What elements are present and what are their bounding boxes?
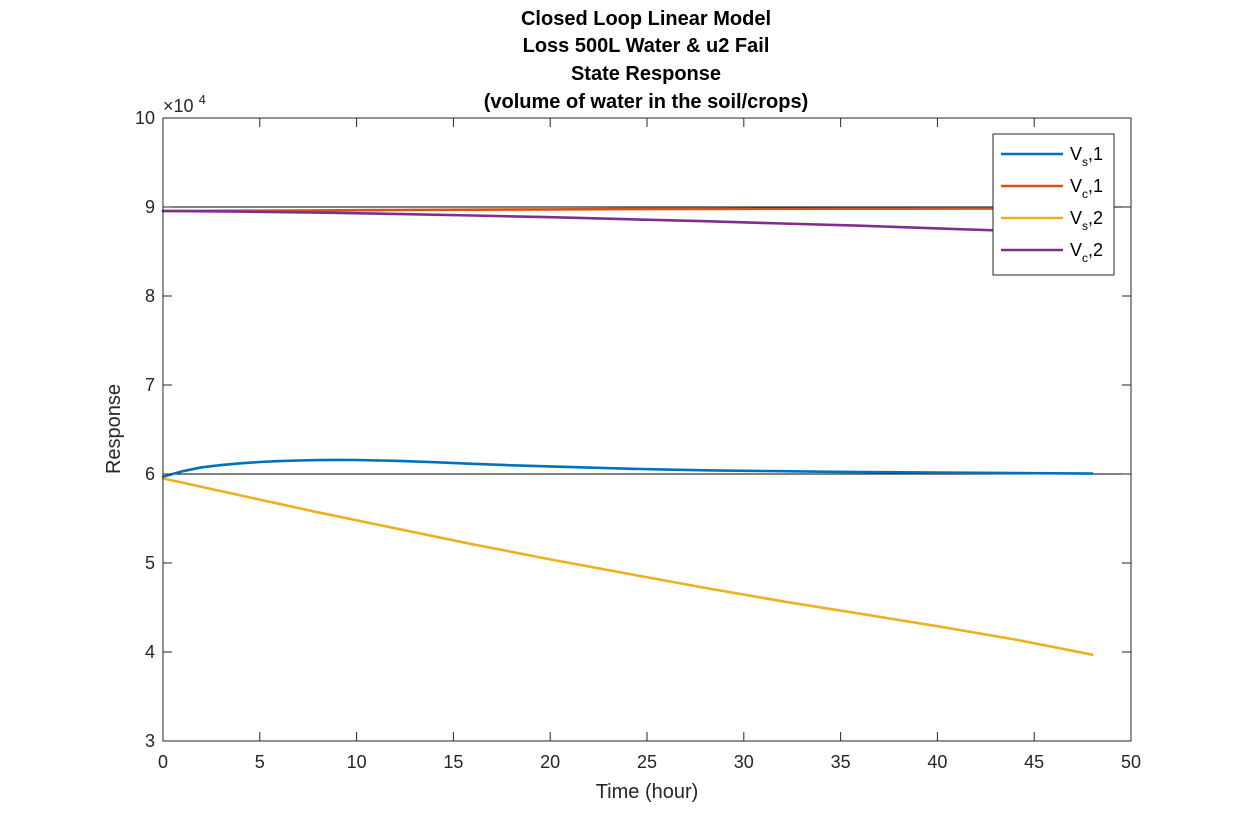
legend-label: Vs,2 xyxy=(1070,208,1103,233)
y-tick-label: 9 xyxy=(145,197,155,217)
x-tick-labels: 0 5 10 15 20 25 30 35 40 45 50 xyxy=(158,752,1141,772)
x-tick-label: 50 xyxy=(1121,752,1141,772)
x-tick-label: 20 xyxy=(540,752,560,772)
legend-label: Vc,2 xyxy=(1070,240,1103,265)
y-tick-label: 4 xyxy=(145,642,155,662)
x-tick-label: 0 xyxy=(158,752,168,772)
x-tick-label: 35 xyxy=(831,752,851,772)
y-axis-label: Response xyxy=(103,384,125,474)
x-tick-label: 10 xyxy=(347,752,367,772)
legend-label: Vc,1 xyxy=(1070,176,1103,201)
series-line-c-1 xyxy=(161,207,1094,213)
y-tick-label: 8 xyxy=(145,286,155,306)
y-tick-label: 3 xyxy=(145,731,155,751)
plot-area xyxy=(163,118,1131,741)
y-tick-label: 7 xyxy=(145,375,155,395)
y-tick-labels: 3 4 5 6 7 8 9 10 xyxy=(135,108,155,751)
title-line-4: (volume of water in the soil/crops) xyxy=(484,91,809,113)
legend-item: Vs,2 xyxy=(1001,208,1103,233)
title-line-2: Loss 500L Water & u2 Fail xyxy=(523,35,770,57)
x-tick-label: 30 xyxy=(734,752,754,772)
y-tick-label: 5 xyxy=(145,553,155,573)
legend-item: Vs,1 xyxy=(1001,144,1103,169)
x-tick-label: 40 xyxy=(927,752,947,772)
legend-label: Vs,1 xyxy=(1070,144,1103,169)
axis-ticks xyxy=(162,117,1132,742)
x-tick-label: 25 xyxy=(637,752,657,772)
y-exponent-multiplier: ×10 4 xyxy=(163,92,206,116)
y-exponent-base: ×10 xyxy=(163,96,194,116)
series-lines xyxy=(161,207,1094,657)
series-line-c-2 xyxy=(161,209,1094,235)
legend-item: Vc,1 xyxy=(1001,176,1103,201)
title-line-3: State Response xyxy=(571,63,721,85)
legend-items: Vs,1 Vc,1 Vs,2 Vc,2 xyxy=(1001,144,1103,265)
x-axis-label: Time (hour) xyxy=(596,781,699,803)
y-tick-label: 10 xyxy=(135,108,155,128)
y-tick-label: 6 xyxy=(145,464,155,484)
x-tick-label: 15 xyxy=(443,752,463,772)
title-line-1: Closed Loop Linear Model xyxy=(521,8,771,30)
chart-title: Closed Loop Linear Model Loss 500L Water… xyxy=(484,8,809,113)
legend-box xyxy=(992,133,1115,276)
x-tick-label: 45 xyxy=(1024,752,1044,772)
x-tick-label: 5 xyxy=(255,752,265,772)
series-line-s-1 xyxy=(161,458,1094,479)
legend: Vs,1 Vc,1 Vs,2 Vc,2 xyxy=(992,133,1115,276)
series-line-s-2 xyxy=(161,477,1094,657)
legend-item: Vc,2 xyxy=(1001,240,1103,265)
y-exponent-power: 4 xyxy=(199,92,206,107)
